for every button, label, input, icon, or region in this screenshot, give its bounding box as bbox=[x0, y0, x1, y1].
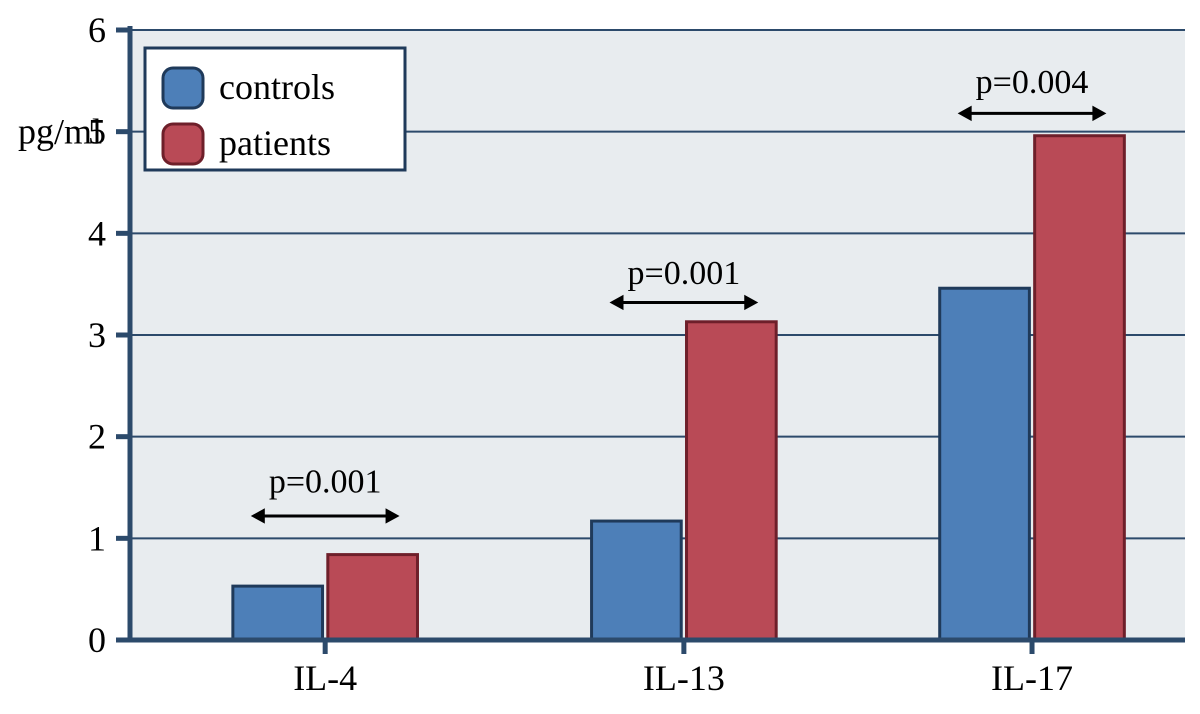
x-tick-label: IL-13 bbox=[643, 658, 725, 698]
p-value-label: p=0.001 bbox=[269, 463, 382, 500]
p-value-label: p=0.001 bbox=[628, 255, 741, 292]
legend-swatch-patients bbox=[163, 124, 203, 164]
bar-chart: 0123456IL-4IL-13IL-17p=0.001p=0.001p=0.0… bbox=[0, 0, 1200, 714]
y-tick-label: 6 bbox=[88, 10, 106, 50]
bar-patients-IL-4 bbox=[328, 555, 418, 640]
y-tick-label: 0 bbox=[88, 620, 106, 660]
x-tick-label: IL-17 bbox=[991, 658, 1073, 698]
bar-patients-IL-13 bbox=[687, 322, 777, 640]
bar-controls-IL-17 bbox=[940, 288, 1030, 640]
bar-controls-IL-13 bbox=[592, 521, 682, 640]
y-tick-label: 4 bbox=[88, 213, 106, 253]
chart-container: 0123456IL-4IL-13IL-17p=0.001p=0.001p=0.0… bbox=[0, 0, 1200, 714]
x-tick-label: IL-4 bbox=[293, 658, 357, 698]
y-axis-label: pg/ml bbox=[18, 112, 102, 152]
bar-controls-IL-4 bbox=[233, 586, 323, 640]
p-value-label: p=0.004 bbox=[976, 64, 1089, 101]
y-tick-label: 3 bbox=[88, 315, 106, 355]
legend-label-patients: patients bbox=[219, 123, 331, 163]
legend-swatch-controls bbox=[163, 68, 203, 108]
legend-label-controls: controls bbox=[219, 67, 335, 107]
y-tick-label: 1 bbox=[88, 518, 106, 558]
y-tick-label: 2 bbox=[88, 417, 106, 457]
bar-patients-IL-17 bbox=[1035, 136, 1125, 640]
